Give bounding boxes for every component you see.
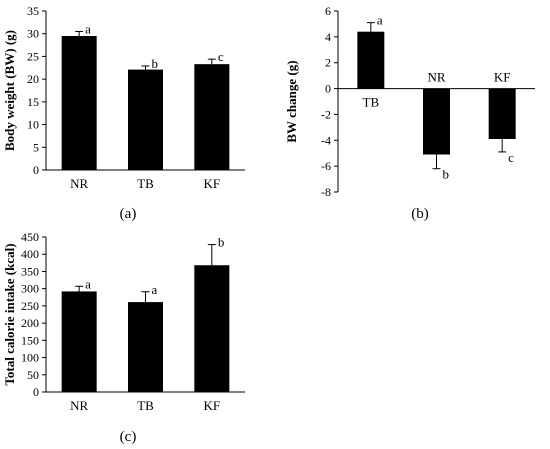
bar-kf: [194, 265, 230, 392]
panel-b: -8 -6 -4 -2 0 2 4 6 BW change (g) a TB b NR c KF (b): [284, 4, 535, 222]
significance-letter: c: [508, 150, 514, 165]
y-axis-label: BW change (g): [284, 60, 299, 142]
panel-label: (b): [411, 206, 429, 222]
y-tick-label: 0: [33, 163, 39, 177]
panel-c: 0 50 100 150 200 250 300 350 400 450 Total calorie…: [2, 230, 245, 445]
bar-nr: [423, 88, 450, 155]
y-tick-label: 25: [27, 49, 39, 63]
y-tick-label: -2: [321, 107, 331, 121]
y-tick-label: 2: [325, 56, 331, 70]
y-tick-label: 30: [27, 27, 39, 41]
y-tick-label: 350: [21, 264, 39, 278]
y-axis-label: Body weight (BW) (g): [2, 30, 17, 151]
y-tick-label: 20: [27, 72, 39, 86]
significance-letter: b: [443, 167, 450, 182]
y-tick-label: 150: [21, 333, 39, 347]
bar-nr: [61, 291, 97, 392]
bar-tb: [128, 302, 163, 392]
significance-letter: b: [152, 56, 159, 71]
y-tick-label: -8: [321, 185, 331, 199]
y-tick-label: 0: [325, 82, 331, 96]
panel-label: (a): [120, 206, 137, 222]
y-tick-label: 450: [21, 230, 39, 244]
y-tick-label: 10: [27, 118, 39, 132]
x-tick-label: KF: [204, 176, 221, 191]
bar-nr: [61, 35, 97, 170]
y-tick-label: 4: [325, 30, 331, 44]
x-tick-label: TB: [363, 95, 380, 110]
y-axis-label: Total calorie intake (kcal): [2, 243, 17, 385]
significance-letter: a: [377, 13, 383, 28]
bar-tb: [128, 69, 163, 170]
y-tick-label: 5: [33, 140, 39, 154]
x-tick-label: NR: [70, 176, 88, 191]
y-tick-label: 300: [21, 282, 39, 296]
significance-letter: a: [85, 21, 91, 36]
y-tick-label: 250: [21, 299, 39, 313]
panel-a: 0 5 10 15 20 25 30 35 Body weight (BW) (g) a NR b TB…: [2, 4, 245, 222]
significance-letter: a: [85, 276, 91, 291]
x-tick-label: KF: [494, 70, 511, 85]
y-tick-label: -4: [321, 133, 331, 147]
y-tick-label: 400: [21, 247, 39, 261]
x-tick-label: TB: [137, 176, 154, 191]
significance-letter: c: [218, 49, 224, 64]
y-tick-label: 200: [21, 316, 39, 330]
y-tick-label: 35: [27, 4, 39, 18]
significance-letter: b: [218, 235, 225, 250]
y-tick-label: 0: [33, 385, 39, 399]
panel-label: (c): [120, 429, 137, 445]
bar-kf: [194, 64, 230, 170]
y-tick-label: 15: [27, 95, 39, 109]
x-tick-label: NR: [70, 398, 88, 413]
bar-tb: [357, 31, 385, 89]
significance-letter: a: [152, 282, 158, 297]
x-tick-label: NR: [427, 70, 445, 85]
y-tick-label: -6: [321, 159, 331, 173]
x-tick-label: KF: [204, 398, 221, 413]
y-tick-label: 50: [27, 368, 39, 382]
bar-kf: [488, 88, 516, 139]
x-tick-label: TB: [137, 398, 154, 413]
y-tick-label: 6: [325, 4, 331, 18]
y-tick-label: 100: [21, 351, 39, 365]
